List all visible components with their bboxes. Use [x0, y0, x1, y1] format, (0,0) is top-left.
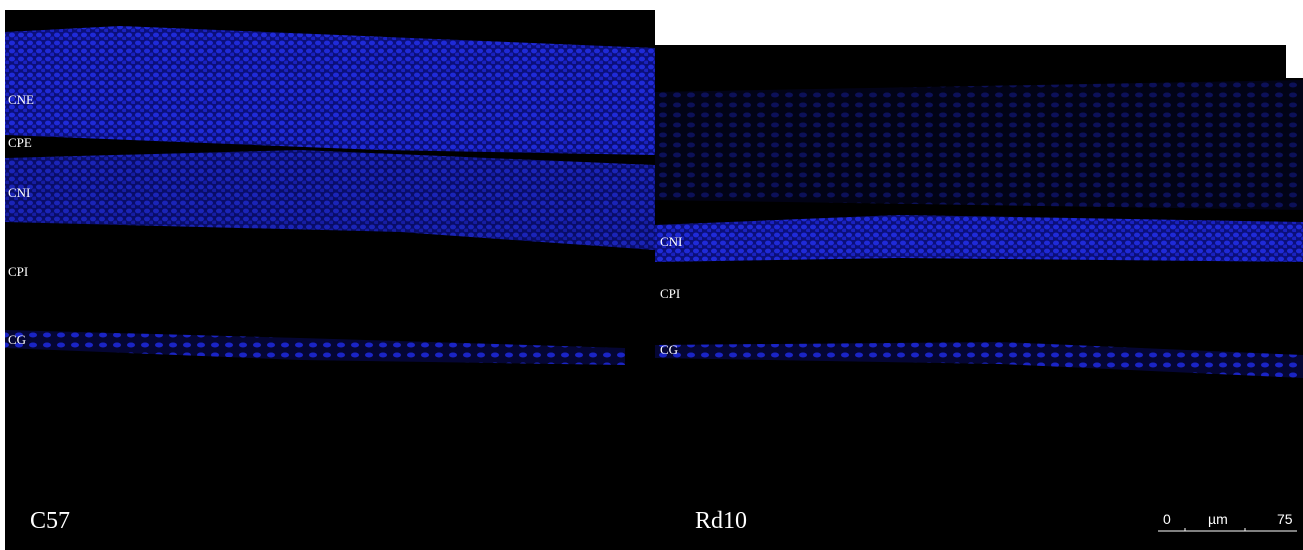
scale-label: µm: [1208, 511, 1228, 527]
panel-label: C57: [30, 508, 70, 534]
layer-label: CG: [8, 332, 26, 347]
layer-label: CNE: [8, 92, 34, 107]
layer-label: CNI: [660, 234, 682, 249]
layer-label: CNI: [8, 185, 30, 200]
cell-layer: [655, 215, 1303, 262]
cell-layer: [655, 80, 1303, 210]
layer-label: CPI: [660, 286, 680, 301]
layer-label: CG: [660, 342, 678, 357]
panel-label: Rd10: [695, 508, 747, 534]
border: [1286, 10, 1303, 78]
border: [655, 10, 1303, 45]
scale-label: 0: [1163, 511, 1171, 527]
scale-label: 75: [1277, 511, 1293, 527]
cell-layer: [5, 26, 655, 155]
micrograph: CNE CPE CNI CPI CG CNI CPI CG C57 Rd10 0…: [0, 0, 1303, 550]
layer-label: CPE: [8, 135, 32, 150]
layer-label: CPI: [8, 264, 28, 279]
